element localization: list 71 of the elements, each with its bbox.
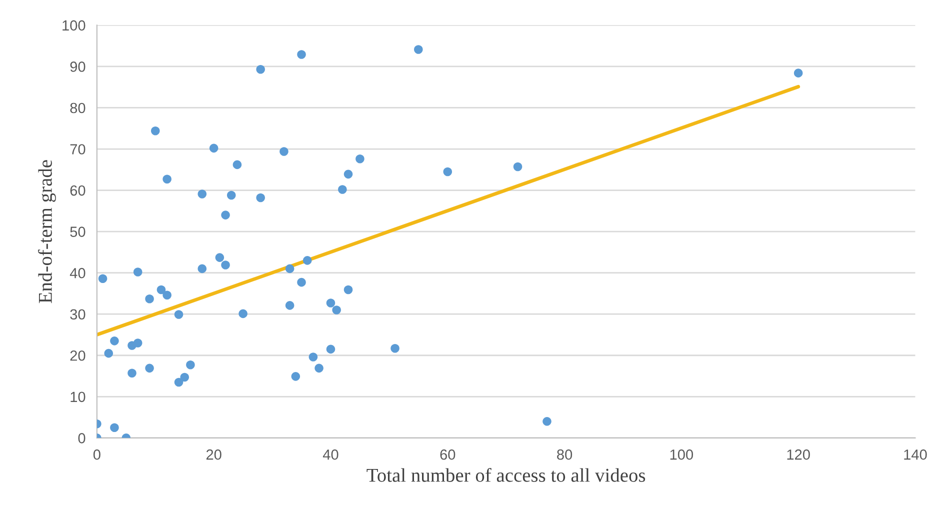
y-tick-label: 10	[70, 392, 86, 402]
point	[98, 274, 108, 283]
point	[209, 144, 218, 153]
x-tick-label: 140	[904, 449, 927, 460]
point	[314, 364, 324, 373]
point	[238, 309, 248, 318]
point	[110, 423, 119, 432]
point	[256, 64, 265, 74]
point	[308, 352, 318, 362]
point	[198, 190, 207, 198]
point	[221, 210, 230, 220]
point	[198, 264, 207, 274]
point	[326, 344, 336, 354]
point	[285, 301, 294, 310]
x-tick-label: 20	[206, 449, 222, 460]
point	[174, 378, 184, 387]
point	[145, 294, 154, 304]
point	[794, 68, 803, 78]
y-tick-label: 20	[70, 350, 86, 361]
point	[344, 170, 353, 179]
point	[150, 126, 160, 136]
point	[356, 154, 364, 164]
x-tick-label: 80	[557, 449, 572, 460]
x-tick-label: 0	[93, 449, 100, 460]
point	[297, 50, 306, 59]
point	[513, 162, 522, 172]
point	[145, 364, 154, 373]
point	[297, 278, 306, 287]
point	[390, 344, 400, 353]
point	[162, 290, 172, 300]
y-axis-title: End-of-term grade	[38, 160, 56, 304]
point	[326, 298, 336, 308]
y-tick-label: 30	[70, 309, 86, 320]
point	[133, 268, 142, 276]
point	[338, 185, 347, 194]
point	[443, 167, 452, 176]
point	[133, 338, 142, 348]
y-tick-label: 50	[70, 226, 86, 237]
y-tick-label: 80	[70, 102, 86, 114]
point	[542, 417, 552, 426]
point	[291, 372, 300, 381]
point	[104, 348, 114, 358]
point	[256, 193, 265, 202]
x-tick-label: 60	[440, 449, 456, 460]
point	[414, 45, 423, 54]
y-tick-label: 100	[62, 20, 86, 31]
x-tick-label: 40	[322, 449, 338, 460]
point	[285, 264, 294, 274]
x-axis-title: Total number of access to all videos	[366, 468, 646, 482]
x-tick-label: 120	[787, 449, 810, 460]
point	[180, 372, 189, 382]
x-tick-label: 100	[670, 449, 694, 460]
point	[162, 174, 172, 184]
point	[221, 260, 230, 270]
point	[226, 190, 236, 200]
y-tick-label: 90	[70, 62, 86, 72]
point	[186, 360, 195, 370]
point	[332, 306, 341, 314]
point	[280, 147, 288, 156]
point	[232, 160, 242, 170]
y-tick-label: 40	[70, 268, 86, 278]
point	[174, 310, 184, 319]
point	[215, 253, 224, 262]
point	[302, 256, 312, 265]
y-tick-label: 60	[70, 185, 86, 196]
y-tick-label: 70	[70, 144, 86, 154]
point	[110, 336, 119, 346]
point	[128, 368, 136, 378]
y-tick-label: 0	[78, 433, 86, 444]
point	[344, 285, 353, 294]
point	[156, 285, 166, 294]
